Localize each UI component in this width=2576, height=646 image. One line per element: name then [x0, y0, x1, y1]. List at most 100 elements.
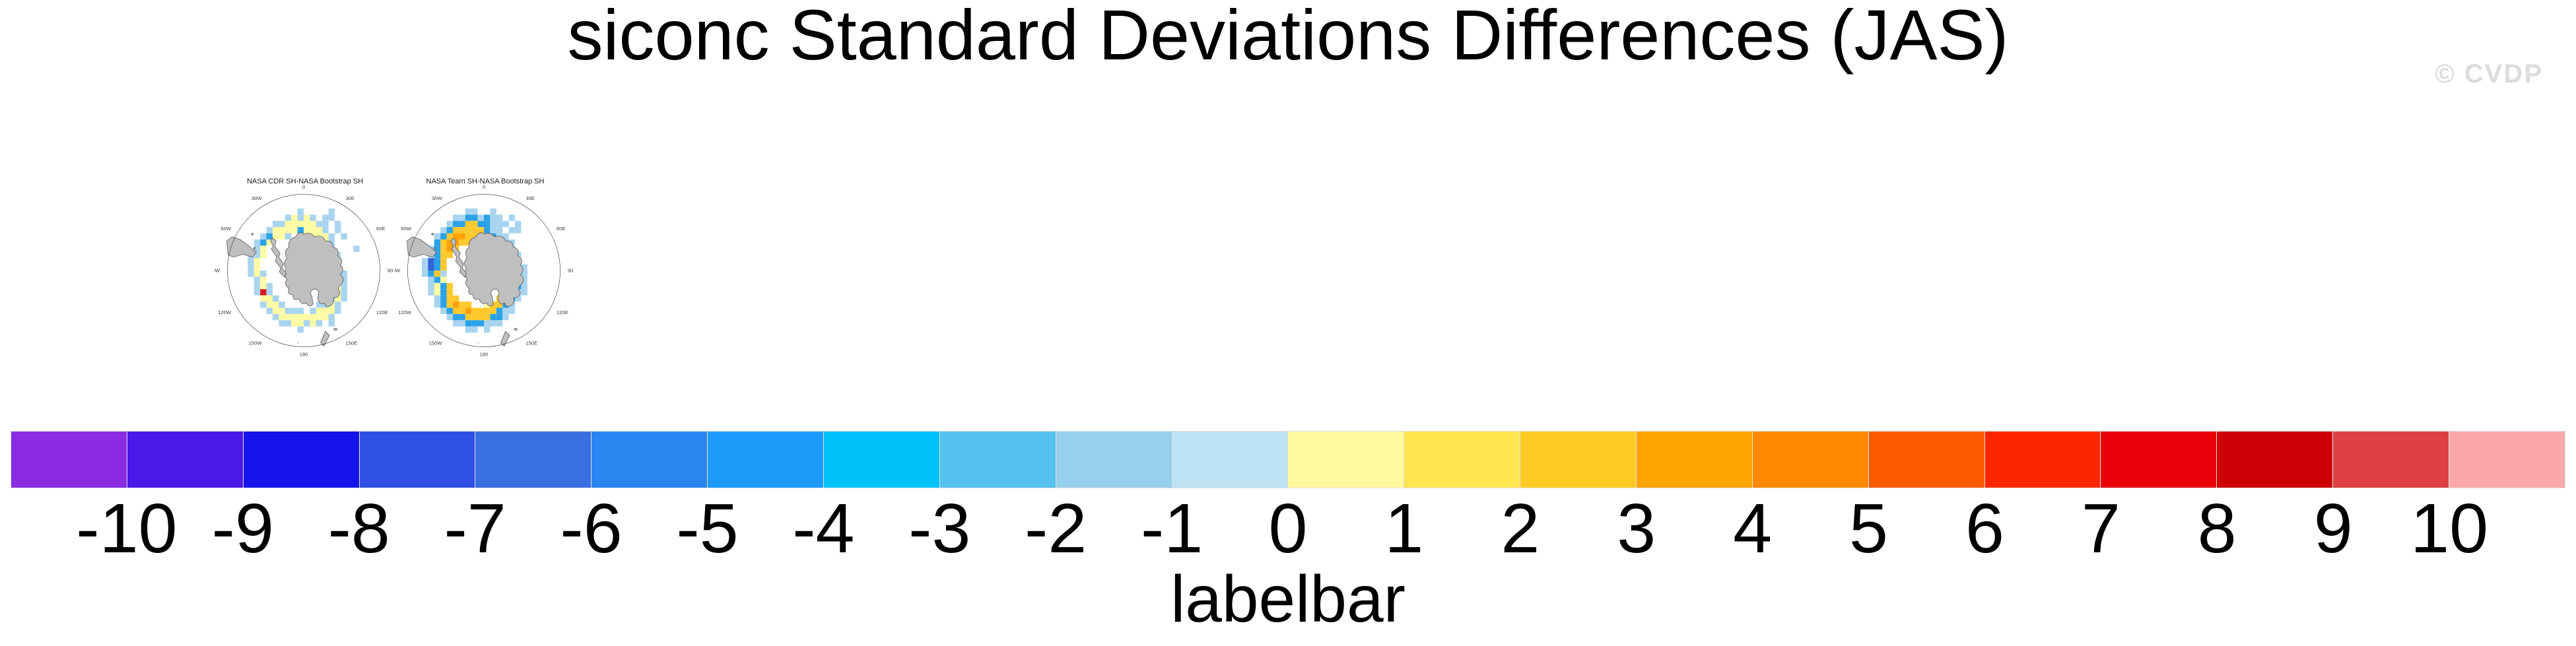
diff-cell [459, 307, 465, 314]
small-island [298, 342, 299, 344]
longitude-label: 60W [401, 226, 412, 232]
diff-cell [260, 233, 267, 240]
diff-cell [285, 233, 292, 240]
diff-cell [421, 258, 428, 265]
diff-cell [452, 302, 459, 308]
diff-cell [490, 227, 496, 234]
diff-cell [335, 220, 341, 228]
diff-cell [272, 227, 279, 234]
diff-cell [490, 313, 496, 321]
colorbar-cell [592, 432, 708, 488]
diff-cell [459, 227, 465, 234]
south-america-tip [407, 236, 437, 257]
diff-cell [508, 307, 516, 314]
diff-cell [285, 220, 292, 228]
colorbar-tick-label: -4 [792, 490, 855, 567]
diff-cell [304, 227, 310, 234]
diff-cell [434, 295, 441, 302]
diff-cell [285, 214, 292, 221]
small-island [514, 327, 518, 331]
diff-cell [446, 313, 453, 321]
longitude-label: 0 [483, 184, 485, 190]
diff-cell [328, 307, 335, 314]
diff-cell [428, 258, 434, 265]
map-boundary-circle [227, 194, 380, 347]
longitude-label: 90W [215, 268, 220, 274]
diff-cell [428, 276, 434, 283]
diff-cell [341, 289, 347, 296]
diff-cell [434, 264, 441, 271]
diff-cell [446, 295, 453, 302]
colorbar-tick-label: -8 [327, 490, 390, 567]
diff-cell [254, 289, 261, 296]
diff-cell [260, 245, 267, 252]
diff-cell [434, 276, 441, 283]
colorbar-tick-label: -10 [76, 490, 178, 567]
diff-cell [322, 307, 329, 314]
diff-cell [291, 214, 298, 221]
diff-cell [322, 233, 329, 240]
diff-cell [459, 302, 465, 308]
longitude-label: 90E [388, 268, 393, 274]
cvdp-watermark: © CVDP [2435, 59, 2543, 88]
diff-cell [502, 307, 509, 314]
diff-cell [310, 313, 316, 321]
colorbar-tick-label: -3 [908, 490, 971, 567]
diff-cell [434, 258, 441, 265]
colorbar-cell [1520, 432, 1637, 488]
diff-cell [260, 289, 267, 296]
diff-cell [465, 320, 472, 327]
diff-cell [446, 307, 453, 314]
map-boundary-circle [407, 194, 560, 347]
colorbar-tick-label: 8 [2197, 490, 2237, 567]
diff-cell [341, 295, 347, 302]
diff-cell [297, 208, 304, 215]
colorbar-tick-label: 5 [1849, 490, 1889, 567]
colorbar-cell [708, 432, 825, 488]
colorbar-tick-label: -5 [676, 490, 739, 567]
diff-cell [254, 251, 261, 259]
diff-cell [260, 302, 267, 308]
diff-cell [446, 233, 453, 240]
diff-cell [266, 295, 273, 302]
diff-cell [260, 276, 267, 283]
antarctic-peninsula [450, 238, 467, 278]
diff-cell [434, 271, 441, 277]
colorbar-tick-label: -7 [444, 490, 506, 567]
diff-cell [322, 220, 329, 228]
diff-cell [440, 302, 447, 308]
diff-cell [490, 320, 496, 327]
diff-cell [508, 227, 516, 234]
diff-cell [254, 245, 261, 252]
diff-cell [440, 233, 447, 240]
colorbar-tick-label: 0 [1268, 490, 1308, 567]
diff-cell [521, 282, 527, 290]
diff-cell [440, 264, 447, 271]
diff-cell [279, 307, 285, 314]
new-zealand [320, 331, 330, 346]
diff-cell [434, 302, 441, 308]
diff-cell [484, 302, 491, 308]
diff-cell [484, 227, 491, 234]
diff-cell [521, 289, 527, 296]
antarctica-landmass [464, 232, 524, 307]
diff-cell [471, 313, 478, 321]
diff-cell [508, 214, 516, 221]
new-zealand [500, 331, 510, 346]
diff-cell [477, 227, 484, 234]
diff-cell [459, 313, 465, 321]
diff-cell [465, 220, 472, 228]
diff-cell [465, 302, 472, 308]
diff-cell [515, 220, 522, 228]
diff-cell [328, 313, 335, 321]
diff-cell [266, 282, 273, 290]
diff-cell [341, 233, 347, 240]
colorbar-ticks: -10 -9 -8 -7 -6 -5 -4 -3 -2 -1 0 1 2 3 4 5 6 7 8 9 10 [0, 494, 2576, 566]
colorbar-tick-label: 3 [1617, 490, 1656, 567]
map-panel-title-1: NASA CDR SH-NASA Bootstrap SH [246, 178, 364, 185]
diff-cell [316, 220, 323, 228]
diff-cell [502, 313, 509, 321]
colorbar-cell [1868, 432, 1985, 488]
diff-cell [465, 227, 472, 234]
diff-cell [272, 233, 279, 240]
